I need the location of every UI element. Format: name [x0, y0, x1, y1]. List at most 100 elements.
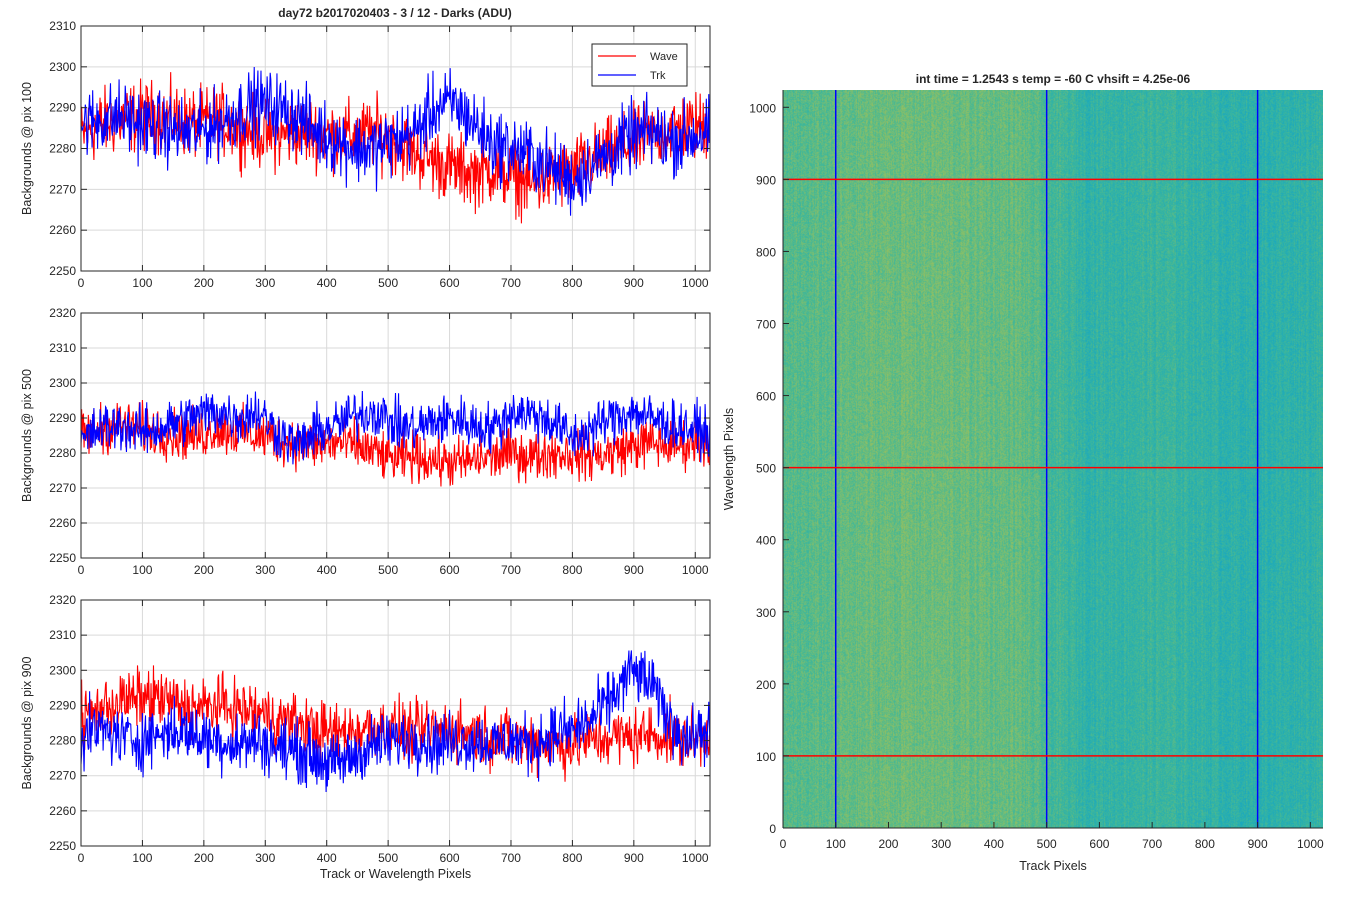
legend-label-wave: Wave — [650, 51, 678, 63]
x-tick-label: 1000 — [682, 563, 709, 577]
x-tick-label: 100 — [826, 837, 846, 851]
x-tick-label: 1000 — [1297, 837, 1324, 851]
x-tick-label: 900 — [624, 563, 644, 577]
y-tick-label: 2280 — [49, 446, 76, 460]
x-tick-label: 700 — [1142, 837, 1162, 851]
x-tick-label: 300 — [255, 563, 275, 577]
x-tick-label: 400 — [317, 276, 337, 290]
y-tick-label: 700 — [756, 318, 776, 332]
series-line-wave — [81, 400, 710, 487]
axes-frame — [80, 312, 711, 559]
x-tick-label: 0 — [780, 837, 787, 851]
series-line-trk — [81, 67, 710, 216]
heatmap-chart: 0 100 200 300 400 500 600 700 800 900 1000 0 100 200 3… — [722, 72, 1324, 873]
y-tick-label: 400 — [756, 534, 776, 548]
x-tick-label: 1000 — [682, 851, 709, 865]
y-tick-label: 2270 — [49, 182, 76, 196]
line-chart-pix-900: 0 100 200 300 400 500 600 700 800 900 1000 2250 2260… — [20, 593, 711, 881]
y-tick-label: 1000 — [749, 101, 776, 115]
y-tick-label: 200 — [756, 678, 776, 692]
x-tick-label: 0 — [78, 851, 85, 865]
series-line-wave — [81, 72, 710, 224]
y-tick-label: 2280 — [49, 142, 76, 156]
x-tick-label: 300 — [931, 837, 951, 851]
y-tick-label: 500 — [756, 462, 776, 476]
y-tick-label: 2250 — [49, 839, 76, 853]
y-tick-label: 2250 — [49, 264, 76, 278]
line-chart-pix-500: 0 100 200 300 400 500 600 700 800 900 1000 2250 2260… — [20, 306, 711, 577]
y-tick-label: 2320 — [49, 593, 76, 607]
y-tick-label: 2300 — [49, 60, 76, 74]
x-tick-label: 900 — [1248, 837, 1268, 851]
y-tick-label: 2270 — [49, 481, 76, 495]
y-tick-label: 2310 — [49, 628, 76, 642]
y-tick-label: 2300 — [49, 376, 76, 390]
x-tick-label: 700 — [501, 563, 521, 577]
y-tick-label: 2310 — [49, 19, 76, 33]
y-axis-label: Backgrounds @ pix 900 — [20, 657, 34, 790]
x-tick-label: 900 — [624, 276, 644, 290]
legend-box — [591, 43, 688, 87]
x-tick-label: 500 — [1037, 837, 1057, 851]
y-tick-label: 2310 — [49, 341, 76, 355]
x-axis-label: Track Pixels — [1019, 859, 1087, 873]
y-tick-label: 300 — [756, 606, 776, 620]
x-tick-label: 600 — [440, 563, 460, 577]
x-tick-label: 100 — [132, 276, 152, 290]
axes-frame — [80, 599, 711, 847]
x-tick-label: 200 — [194, 851, 214, 865]
x-tick-label: 400 — [317, 851, 337, 865]
y-tick-label: 2290 — [49, 101, 76, 115]
series-line-trk — [81, 390, 710, 465]
heatmap-image — [783, 90, 1323, 828]
y-tick-label: 2260 — [49, 804, 76, 818]
y-tick-label: 2270 — [49, 769, 76, 783]
x-tick-label: 1000 — [682, 276, 709, 290]
legend-label-trk: Trk — [650, 70, 666, 82]
x-tick-label: 100 — [132, 563, 152, 577]
x-tick-label: 200 — [194, 563, 214, 577]
x-tick-label: 300 — [255, 276, 275, 290]
x-tick-label: 400 — [317, 563, 337, 577]
x-tick-label: 800 — [1195, 837, 1215, 851]
y-tick-label: 800 — [756, 245, 776, 259]
figure-title: day72 b2017020403 - 3 / 12 - Darks (ADU) — [278, 6, 511, 20]
y-tick-label: 100 — [756, 750, 776, 764]
series-line-trk — [81, 650, 710, 792]
y-tick-label: 900 — [756, 173, 776, 187]
x-tick-label: 600 — [440, 851, 460, 865]
y-tick-label: 2250 — [49, 551, 76, 565]
x-tick-label: 700 — [501, 276, 521, 290]
x-tick-label: 200 — [878, 837, 898, 851]
y-tick-label: 600 — [756, 390, 776, 404]
x-tick-label: 400 — [984, 837, 1004, 851]
y-axis-label: Backgrounds @ pix 500 — [20, 369, 34, 502]
y-tick-label: 2300 — [49, 663, 76, 677]
line-chart-pix-100: 0 100 200 300 400 500 600 700 800 900 1000 2250 2260… — [20, 19, 711, 290]
y-axis-label: Backgrounds @ pix 100 — [20, 82, 34, 215]
x-axis-label: Track or Wavelength Pixels — [320, 867, 471, 881]
y-tick-label: 2290 — [49, 411, 76, 425]
x-tick-label: 600 — [440, 276, 460, 290]
x-tick-label: 700 — [501, 851, 521, 865]
y-tick-label: 2260 — [49, 223, 76, 237]
x-tick-label: 100 — [132, 851, 152, 865]
y-tick-label: 2280 — [49, 734, 76, 748]
x-tick-label: 600 — [1089, 837, 1109, 851]
x-tick-label: 0 — [78, 276, 85, 290]
x-tick-label: 800 — [562, 276, 582, 290]
heatmap-title: int time = 1.2543 s temp = -60 C vhsift … — [916, 72, 1191, 86]
y-tick-label: 2290 — [49, 698, 76, 712]
x-tick-label: 800 — [562, 563, 582, 577]
x-tick-label: 500 — [378, 563, 398, 577]
x-tick-label: 900 — [624, 851, 644, 865]
x-tick-label: 0 — [78, 563, 85, 577]
y-tick-label: 2320 — [49, 306, 76, 320]
x-tick-label: 500 — [378, 851, 398, 865]
y-tick-label: 2260 — [49, 516, 76, 530]
x-tick-label: 300 — [255, 851, 275, 865]
y-axis-label: Wavelength Pixels — [722, 408, 736, 510]
x-tick-label: 200 — [194, 276, 214, 290]
y-tick-label: 0 — [769, 822, 776, 836]
